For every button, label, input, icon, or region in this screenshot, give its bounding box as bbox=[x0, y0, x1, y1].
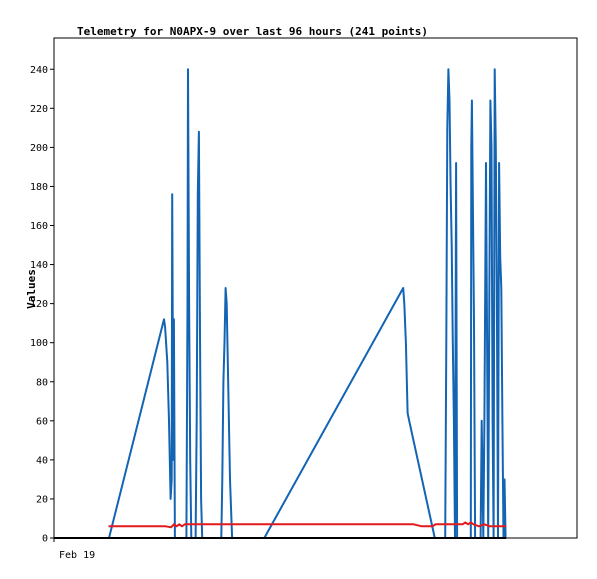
y-tick-label: 180 bbox=[30, 182, 48, 193]
chart-title: Telemetry for N0APX-9 over last 96 hours… bbox=[77, 25, 428, 38]
y-tick-label: 120 bbox=[30, 299, 48, 310]
y-tick-label: 100 bbox=[30, 338, 48, 349]
y-axis-title: Values bbox=[25, 269, 38, 309]
y-tick-label: 200 bbox=[30, 143, 48, 154]
y-axis: 0 20 40 60 80 100 120 140 160 180 200 220 240 bbox=[30, 65, 54, 545]
series-layer bbox=[54, 68, 507, 539]
y-tick-label: 0 bbox=[42, 534, 48, 545]
y-tick-label: 80 bbox=[36, 377, 48, 388]
y-tick-label: 20 bbox=[36, 494, 48, 505]
series-line-1 bbox=[108, 521, 507, 529]
y-tick-label: 140 bbox=[30, 260, 48, 271]
x-axis: Feb 19 bbox=[53, 538, 95, 561]
y-tick-label: 160 bbox=[30, 221, 48, 232]
y-tick-label: 240 bbox=[30, 65, 48, 76]
x-tick-label: Feb 19 bbox=[59, 550, 95, 561]
y-tick-label: 40 bbox=[36, 455, 48, 466]
y-tick-label: 60 bbox=[36, 416, 48, 427]
y-tick-label: 220 bbox=[30, 104, 48, 115]
